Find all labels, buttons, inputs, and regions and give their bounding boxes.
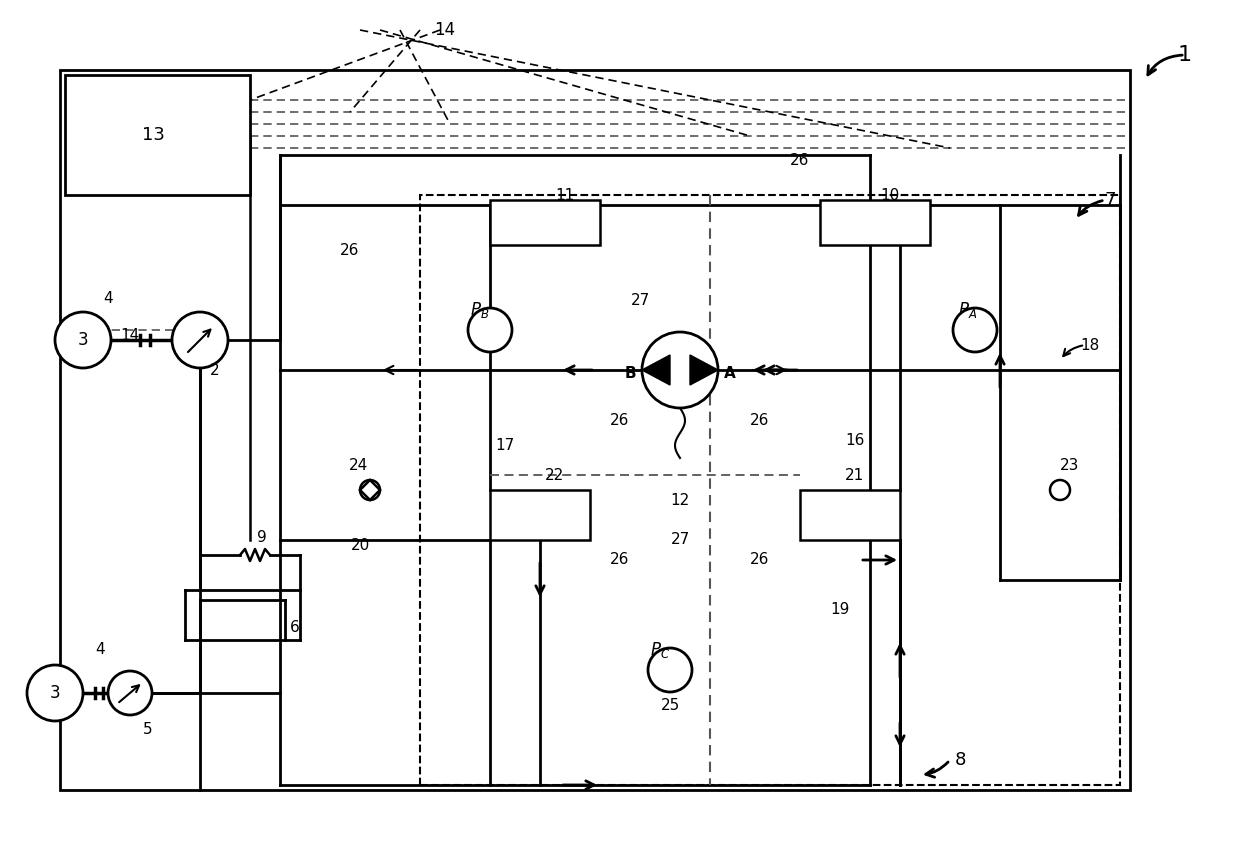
Circle shape — [467, 308, 512, 352]
Bar — [490, 200, 600, 245]
Text: A: A — [724, 366, 735, 380]
Text: 6: 6 — [290, 621, 300, 636]
Text: $P_B$: $P_B$ — [470, 300, 490, 320]
Text: B: B — [624, 366, 636, 380]
Circle shape — [954, 308, 997, 352]
Text: 5: 5 — [143, 722, 153, 738]
Text: 12: 12 — [671, 492, 689, 508]
Text: 26: 26 — [790, 153, 810, 167]
Text: 23: 23 — [1060, 458, 1080, 473]
Text: 26: 26 — [610, 413, 630, 428]
Circle shape — [108, 671, 153, 715]
Text: 8: 8 — [955, 751, 966, 769]
Bar — [820, 200, 930, 245]
Polygon shape — [642, 355, 670, 385]
Text: 7: 7 — [1105, 191, 1116, 209]
Polygon shape — [360, 480, 379, 500]
Text: 1: 1 — [1178, 45, 1192, 65]
Text: 19: 19 — [831, 603, 849, 617]
Text: 17: 17 — [495, 437, 515, 453]
Text: $P_C$: $P_C$ — [650, 640, 670, 660]
Text: 10: 10 — [880, 188, 900, 203]
Text: $P_A$: $P_A$ — [959, 300, 977, 320]
Text: 25: 25 — [661, 698, 680, 712]
Text: 13: 13 — [141, 126, 165, 144]
Circle shape — [1050, 480, 1070, 500]
Bar — [490, 490, 590, 540]
Text: 9: 9 — [257, 531, 267, 546]
Text: 11: 11 — [556, 188, 574, 203]
Text: 14: 14 — [120, 328, 140, 342]
Circle shape — [649, 648, 692, 692]
Text: 24: 24 — [348, 458, 367, 473]
Text: 26: 26 — [610, 553, 630, 567]
Text: 4: 4 — [103, 290, 113, 306]
Text: 3: 3 — [78, 331, 88, 349]
Text: 22: 22 — [546, 468, 564, 482]
Text: 26: 26 — [340, 243, 360, 257]
Text: 4: 4 — [95, 643, 105, 657]
Text: 26: 26 — [750, 413, 770, 428]
Circle shape — [27, 665, 83, 721]
Text: 18: 18 — [1080, 338, 1100, 352]
Text: 14: 14 — [434, 21, 455, 39]
Text: 21: 21 — [846, 468, 864, 482]
Circle shape — [360, 480, 379, 500]
Bar — [64, 75, 250, 195]
Text: 20: 20 — [351, 537, 370, 553]
Text: 26: 26 — [750, 553, 770, 567]
Text: 16: 16 — [846, 432, 864, 447]
Text: 2: 2 — [211, 363, 219, 378]
Text: 27: 27 — [671, 532, 689, 548]
Circle shape — [172, 312, 228, 368]
Polygon shape — [689, 355, 718, 385]
Bar — [420, 195, 1120, 785]
Text: 3: 3 — [50, 684, 61, 702]
Circle shape — [642, 332, 718, 408]
Bar — [800, 490, 900, 540]
Circle shape — [55, 312, 112, 368]
Text: 27: 27 — [630, 293, 650, 307]
Bar — [60, 70, 1130, 790]
